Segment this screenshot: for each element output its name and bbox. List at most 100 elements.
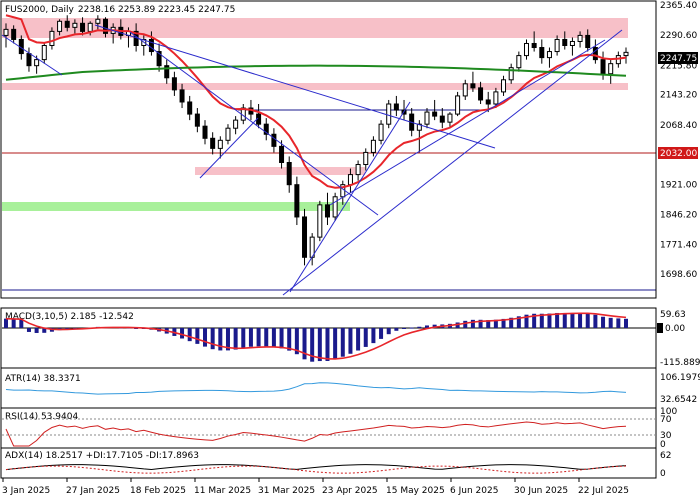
macd-bar (539, 313, 544, 328)
price-tick-label: 2215.80 (660, 61, 697, 71)
macd-bar (356, 328, 361, 351)
adx-tick-bottom: 0 (660, 469, 666, 479)
candle-down (26, 53, 32, 67)
trendline-6 (289, 101, 411, 293)
macd-tick-top: 59.63 (660, 310, 686, 320)
candle-down (271, 133, 277, 147)
trendlines (1, 24, 623, 296)
macd-bar (195, 328, 200, 344)
candle-up (87, 22, 93, 32)
candle-down (64, 20, 70, 28)
macd-bar (562, 312, 567, 328)
candle-down (179, 89, 185, 103)
rsi-tick-0: 0 (660, 440, 666, 450)
candle-down (562, 38, 568, 47)
macd-bar (34, 328, 39, 333)
candle-down (194, 113, 200, 127)
macd-bar (570, 312, 575, 328)
macd-bar (532, 313, 537, 328)
macd-bar (279, 328, 284, 349)
price-tick-label: 1846.20 (660, 210, 697, 220)
candle-up (501, 79, 507, 93)
macd-bar (402, 328, 407, 329)
macd-bar (478, 319, 483, 328)
macd-bar (524, 314, 529, 328)
macd-bar (264, 328, 269, 347)
candle-up (523, 42, 529, 57)
support-zone-mid (195, 167, 365, 175)
macd-bar (470, 319, 475, 328)
trendline-3 (129, 31, 379, 216)
candle-down (478, 87, 484, 101)
pane-frames (0, 0, 657, 479)
macd-bar (424, 325, 429, 328)
rsi-line (5, 421, 627, 447)
symbol-label: FUS2000, Daily 2238.16 2253.89 2223.45 22… (5, 5, 235, 15)
trendline-2 (94, 24, 496, 149)
macd-bar (578, 312, 583, 328)
macd-tick-bottom: -115.889 (660, 358, 700, 368)
macd-bar (593, 314, 598, 328)
last-price-text: 2247.75 (660, 54, 697, 64)
candle-up (217, 139, 223, 149)
time-tick-label: 22 Jul 2025 (578, 486, 629, 496)
candle-up (577, 34, 583, 42)
candle-up (569, 40, 575, 47)
candle-up (347, 174, 353, 186)
macd-bar (585, 313, 590, 328)
time-tick-label: 30 Jun 2025 (514, 486, 568, 496)
candle-down (286, 161, 292, 186)
candle-up (416, 123, 422, 131)
trendline-7 (329, 39, 606, 206)
macd-bar (624, 318, 628, 328)
trendline-4 (199, 117, 259, 179)
macd-bar (210, 328, 215, 350)
macd-bar (302, 328, 307, 360)
ma-slow-line (5, 64, 627, 81)
macd-bar (134, 328, 139, 329)
candle-down (432, 111, 438, 117)
macd-bar (463, 320, 468, 328)
macd-bar (65, 328, 70, 330)
price-pane-frame (0, 0, 657, 299)
atr-label: ATR(14) 38.3371 (5, 374, 81, 384)
macd-bar (11, 319, 16, 328)
time-tick-label: 18 Feb 2025 (130, 486, 186, 496)
atr-line (5, 382, 627, 395)
time-tick-label: 6 Jun 2025 (450, 486, 498, 496)
candle-up (386, 103, 392, 125)
candle-down (187, 101, 193, 115)
candle-up (508, 67, 514, 81)
macd-bar (225, 328, 230, 351)
price-tick-label: 1698.60 (660, 270, 697, 280)
macd-label: MACD(3,10,5) 2.185 -12.542 (5, 312, 134, 322)
candle-down (11, 28, 17, 40)
macd-bar (271, 328, 276, 348)
macd-bar (616, 318, 621, 328)
candle-up (608, 63, 614, 75)
time-tick-label: 11 Mar 2025 (194, 486, 251, 496)
candle-up (493, 91, 499, 105)
candle-down (148, 38, 154, 53)
adx-line (5, 464, 627, 471)
macd-bar (409, 327, 414, 329)
candle-up (447, 113, 453, 123)
macd-bar (203, 328, 208, 347)
macd-bar (248, 328, 253, 347)
rsi-tick-30: 30 (660, 431, 672, 441)
candle-up (462, 83, 468, 97)
candle-up (424, 111, 430, 125)
macd-bar (379, 328, 384, 339)
candle-up (355, 164, 361, 176)
candle-down (324, 204, 330, 218)
moving-averages (5, 14, 627, 189)
macd-zero-marker (657, 323, 663, 333)
macd-bar (42, 328, 47, 333)
candle-up (378, 123, 384, 141)
macd-bar (493, 319, 498, 328)
price-tick-label: 1921.00 (660, 180, 697, 190)
trendline-1 (1, 34, 63, 76)
candle-down (80, 22, 86, 32)
macd-bar (317, 328, 322, 362)
